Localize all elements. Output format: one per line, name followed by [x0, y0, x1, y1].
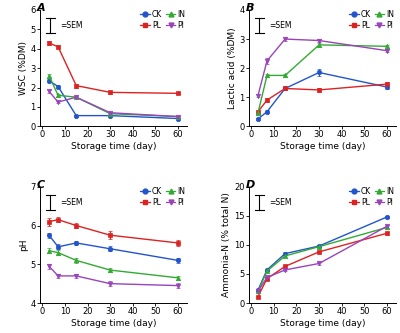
Text: A: A — [37, 3, 46, 13]
Legend: CK, PL, IN, PI: CK, PL, IN, PI — [140, 9, 186, 31]
Legend: CK, PL, IN, PI: CK, PL, IN, PI — [349, 186, 395, 207]
Y-axis label: Lactic acid (%DM): Lactic acid (%DM) — [228, 27, 236, 109]
Text: D: D — [246, 180, 255, 190]
Text: B: B — [246, 3, 254, 13]
Text: =SEM: =SEM — [270, 198, 292, 207]
Text: =SEM: =SEM — [60, 198, 83, 207]
X-axis label: Storage time (day): Storage time (day) — [71, 142, 156, 151]
Y-axis label: Ammonia-N (% total N): Ammonia-N (% total N) — [222, 192, 232, 297]
X-axis label: Storage time (day): Storage time (day) — [280, 319, 365, 328]
Legend: CK, PL, IN, PI: CK, PL, IN, PI — [140, 186, 186, 207]
Text: =SEM: =SEM — [60, 21, 83, 30]
X-axis label: Storage time (day): Storage time (day) — [280, 142, 365, 151]
X-axis label: Storage time (day): Storage time (day) — [71, 319, 156, 328]
Text: =SEM: =SEM — [270, 21, 292, 30]
Legend: CK, PL, IN, PI: CK, PL, IN, PI — [349, 9, 395, 31]
Text: C: C — [37, 180, 45, 190]
Y-axis label: pH: pH — [19, 239, 28, 251]
Y-axis label: WSC (%DM): WSC (%DM) — [19, 41, 28, 95]
